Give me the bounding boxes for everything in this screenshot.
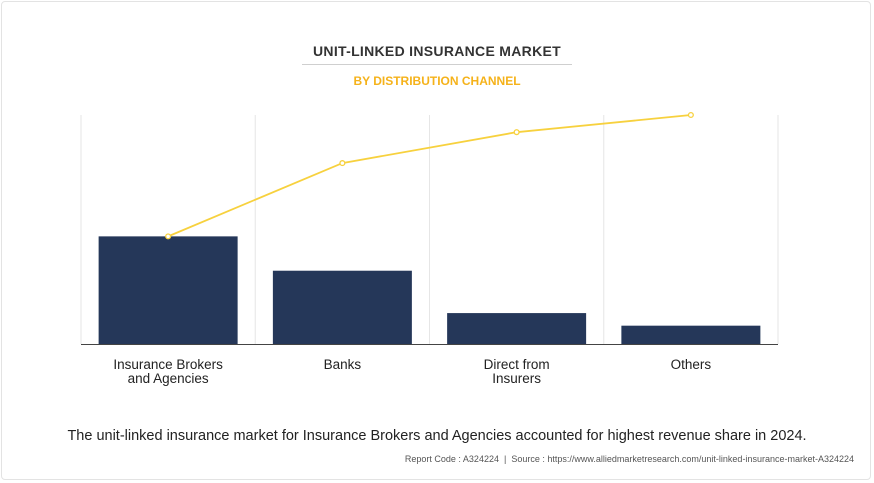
chart-title: UNIT-LINKED INSURANCE MARKET xyxy=(313,43,561,59)
x-tick-label-0: Insurance Brokers and Agencies xyxy=(113,357,223,386)
line-point-3 xyxy=(687,111,694,119)
bar-3 xyxy=(621,325,761,344)
x-tick-label-2-line-0: Direct from xyxy=(484,357,550,372)
source-link[interactable]: Source : https://www.alliedmarketresearc… xyxy=(511,454,854,464)
chart-subtitle: BY DISTRIBUTION CHANNEL xyxy=(353,74,521,88)
line-point-1 xyxy=(339,160,346,167)
grid-layer xyxy=(80,115,779,345)
label-layer: Insurance Brokers and Agencies Banks Direct… xyxy=(113,357,711,386)
line-point-0 xyxy=(165,233,172,240)
x-tick-label-2: Direct from Insurers xyxy=(484,357,550,386)
footer-separator: | xyxy=(503,454,507,464)
x-tick-label-1-line-0: Banks xyxy=(324,357,362,372)
footer: Report Code : A324224 | Source : https:/… xyxy=(405,454,854,464)
x-tick-label-1: Banks xyxy=(324,357,362,372)
x-tick-label-0-line-0: Insurance Brokers xyxy=(113,357,223,372)
line-point-2 xyxy=(513,129,520,136)
bar-1 xyxy=(272,270,412,344)
chart-caption: The unit-linked insurance market for Ins… xyxy=(67,428,807,444)
x-tick-label-2-line-1: Insurers xyxy=(492,371,541,386)
x-tick-label-0-line-1: and Agencies xyxy=(128,371,209,386)
bar-2 xyxy=(447,313,587,344)
x-tick-label-3: Others xyxy=(671,357,712,372)
line-layer xyxy=(165,111,694,240)
cumulative-line xyxy=(167,114,691,238)
report-code: Report Code : A324224 xyxy=(404,454,499,464)
title-divider xyxy=(302,64,572,65)
bar-0 xyxy=(98,236,238,344)
x-tick-label-3-line-0: Others xyxy=(671,357,712,372)
bar-layer xyxy=(98,236,761,344)
